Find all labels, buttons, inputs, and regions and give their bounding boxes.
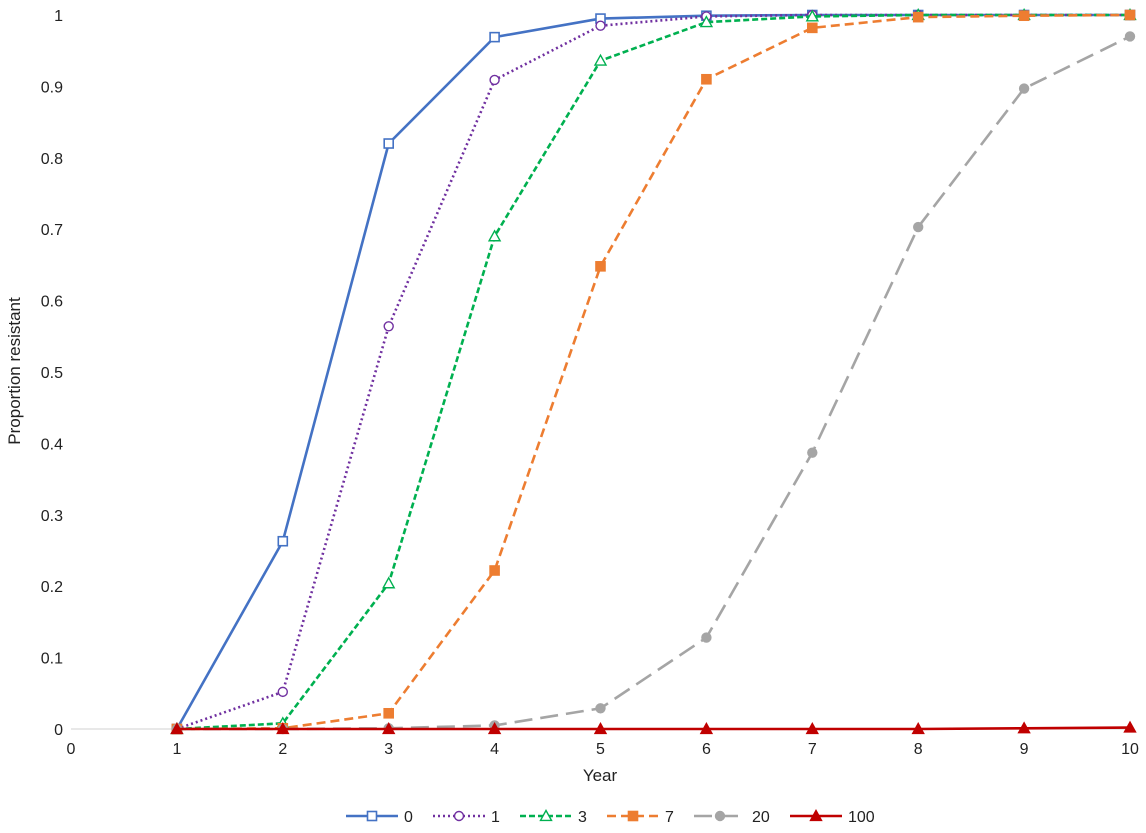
data-point-7	[1018, 10, 1030, 22]
series-3	[170, 8, 1137, 735]
legend-label: 20	[752, 809, 770, 826]
legend-item-7: 7	[607, 809, 674, 826]
data-point-100	[699, 722, 714, 735]
data-point-3	[382, 576, 396, 589]
x-tick-label: 4	[490, 741, 499, 758]
y-tick-label: 1	[54, 8, 63, 25]
legend-marker	[366, 810, 378, 822]
series-line-20	[176, 35, 1131, 731]
data-point-20	[807, 447, 818, 458]
data-point-20	[1124, 31, 1136, 42]
data-point-100	[276, 722, 290, 735]
y-tick-label: 0.3	[41, 508, 63, 525]
data-point-1	[383, 321, 394, 332]
y-tick-label: 0.2	[41, 579, 63, 596]
data-point-20	[595, 703, 606, 714]
data-point-0	[277, 535, 289, 547]
series-group	[170, 8, 1137, 735]
x-tick-label: 10	[1121, 741, 1139, 758]
legend-item-100: 100	[790, 809, 875, 826]
y-tick-label: 0.1	[41, 651, 63, 668]
data-point-100	[805, 722, 819, 735]
data-point-7	[912, 11, 924, 23]
legend-item-0: 0	[346, 809, 413, 826]
series-100	[170, 720, 1137, 735]
data-point-1	[489, 74, 500, 86]
legend-item-3: 3	[520, 809, 587, 826]
x-tick-label: 1	[172, 741, 181, 758]
legend-item-1: 1	[433, 809, 500, 826]
data-point-20	[913, 221, 924, 233]
data-point-7	[595, 261, 606, 272]
data-point-3	[699, 15, 714, 28]
data-point-0	[383, 138, 395, 149]
data-point-7	[489, 565, 500, 576]
data-point-3	[805, 9, 819, 22]
x-tick-label: 7	[808, 741, 817, 758]
data-point-7	[383, 707, 395, 719]
data-point-3	[593, 53, 608, 66]
y-tick-label: 0.9	[41, 79, 63, 96]
data-point-7	[701, 73, 712, 85]
y-tick-label: 0.8	[41, 151, 63, 168]
x-tick-label: 0	[67, 741, 76, 758]
legend-marker	[453, 810, 465, 822]
x-axis-title: Year	[583, 766, 618, 785]
series-0	[171, 9, 1136, 735]
legend: 0 1 3 7 20 100	[346, 809, 875, 826]
series-line-1	[176, 13, 1130, 731]
x-tick-label: 8	[914, 741, 923, 758]
data-point-0	[489, 31, 500, 43]
y-tick-label: 0.4	[41, 436, 63, 453]
legend-marker	[539, 809, 553, 822]
data-point-100	[593, 722, 608, 735]
data-point-100	[382, 722, 396, 735]
data-point-20	[1018, 83, 1030, 94]
y-tick-label: 0.6	[41, 294, 63, 311]
x-tick-label: 9	[1020, 741, 1029, 758]
legend-label: 0	[404, 809, 413, 826]
x-tick-label: 6	[702, 741, 711, 758]
series-line-3	[176, 13, 1130, 731]
axes: 0 1 2 3 4 5 6 7 8 9 10 0 0.1 0.2 0.3 0.4 0.5 0.6 0.7 0.8 0.9…	[41, 8, 1139, 758]
data-point-1	[595, 20, 606, 31]
series-1	[171, 9, 1136, 735]
data-point-7	[1124, 9, 1136, 21]
series-line-7	[176, 13, 1131, 731]
y-axis-title: Proportion resistant	[5, 297, 24, 445]
y-tick-label: 0.7	[41, 222, 63, 239]
data-point-100	[170, 722, 184, 735]
y-tick-label: 0.5	[41, 365, 63, 382]
x-tick-label: 5	[596, 741, 605, 758]
data-point-3	[487, 229, 502, 242]
legend-label: 1	[491, 809, 500, 826]
data-point-1	[277, 686, 288, 698]
series-line-100	[176, 726, 1131, 731]
data-point-100	[911, 722, 925, 735]
data-point-7	[806, 22, 818, 34]
legend-marker	[809, 809, 823, 822]
data-point-100	[1017, 721, 1031, 734]
data-point-20	[701, 632, 712, 643]
y-tick-label: 0	[54, 722, 63, 739]
data-point-100	[1123, 720, 1137, 733]
x-tick-label: 2	[278, 741, 287, 758]
data-point-100	[487, 722, 502, 735]
legend-label: 3	[578, 809, 587, 826]
x-tick-label: 3	[384, 741, 393, 758]
series-line-0	[175, 13, 1130, 730]
series-20	[171, 31, 1136, 735]
legend-item-20: 20	[694, 809, 770, 826]
legend-label: 100	[848, 809, 875, 826]
series-7	[171, 9, 1136, 735]
legend-marker	[714, 810, 726, 822]
legend-marker	[627, 810, 639, 822]
legend-label: 7	[665, 809, 674, 826]
